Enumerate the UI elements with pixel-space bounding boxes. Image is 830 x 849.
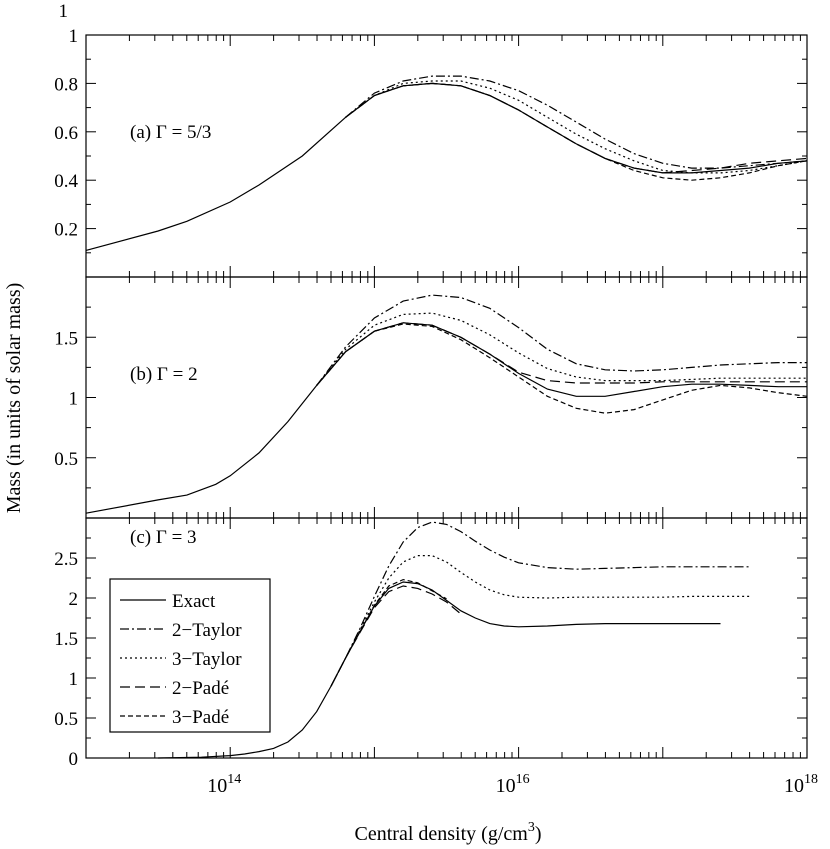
y-tick-label: 1 [69,389,79,410]
y-tick-label: 2 [69,589,79,610]
panel-2: 0.5 1 1.5 (b) Γ = 2 [54,276,808,519]
y-tick-label: 0.8 [54,74,78,95]
legend-box [109,578,271,733]
y-tick-label: 0.2 [54,220,78,241]
series-3-pad- [330,578,447,687]
series-2-pad- [316,322,807,386]
series-2-pad- [345,82,808,174]
y-axis-label: Mass (in units of solar mass) [3,283,25,514]
series-2-taylor [330,521,750,687]
y-tick-label: 2.5 [54,549,78,570]
y-tick-label: 0.5 [54,449,78,470]
legend-label: 3−Padé [172,707,229,728]
series-exact [85,322,807,514]
y-tick-label-top: 1 [59,1,69,22]
legend-label: Exact [172,591,216,612]
panel-label: (c) Γ = 3 [130,527,197,548]
x-tick-label: 1014 [207,772,241,797]
y-tick-label: 0.4 [54,171,78,192]
x-tick-label: 1018 [784,772,818,797]
series-3-taylor [345,80,808,174]
panel-1: 0.2 0.4 0.6 0.8 1 (a) Γ = 5/3 [54,26,808,278]
y-tick-label: 1 [69,669,79,690]
panel-label: (a) Γ = 5/3 [130,122,211,143]
legend: Exact 2−Taylor 3−Taylor 2−Padé 3−Padé [109,578,271,733]
legend-label: 2−Taylor [172,620,242,641]
series-2-taylor [345,75,808,169]
y-tick-label: 1 [69,26,79,47]
panel-label: (b) Γ = 2 [130,364,198,385]
y-tick-label: 0 [69,749,79,770]
series-3-taylor [316,312,807,386]
series-exact [158,581,721,759]
legend-label: 3−Taylor [172,649,242,670]
y-tick-label: 1.5 [54,328,78,349]
series-2-pad- [330,585,462,687]
series-3-taylor [330,554,750,687]
series-2-taylor [316,294,807,386]
panel-frame [85,34,808,278]
panel-3: 0 0.5 1 1.5 2 2.5 (c) Γ = 3 [54,517,808,770]
x-axis-label: Central density (g/cm3) [355,820,542,845]
y-tick-label: 1.5 [54,629,78,650]
y-tick-label: 0.6 [54,123,78,144]
x-tick-label: 1016 [496,772,530,797]
y-tick-label: 0.5 [54,709,78,730]
series-3-pad- [316,323,808,414]
series-exact [85,82,808,251]
legend-label: 2−Padé [172,678,229,699]
panel-frame [85,276,808,519]
